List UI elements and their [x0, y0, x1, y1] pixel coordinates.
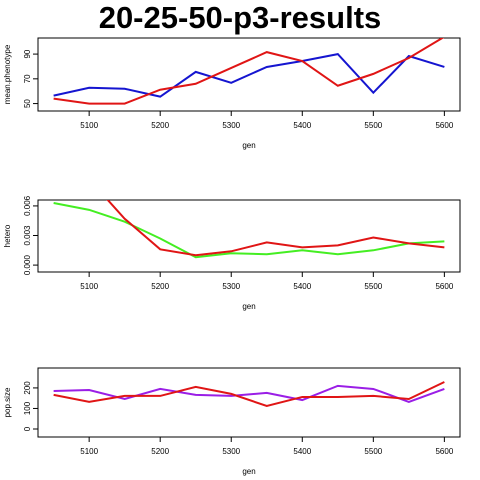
y-axis-label: pop.size — [3, 387, 12, 417]
x-tick-label: 5100 — [80, 447, 98, 456]
y-tick-label: 50 — [23, 99, 32, 108]
series-line — [53, 381, 445, 408]
x-tick-label: 5200 — [151, 121, 169, 130]
y-tick-label: 0.000 — [23, 255, 32, 276]
plot-box — [37, 37, 461, 112]
x-tick-label: 5100 — [80, 121, 98, 130]
plot-box — [37, 367, 461, 438]
x-tick-label: 5300 — [222, 282, 240, 291]
x-tick-label: 5100 — [80, 282, 98, 291]
x-tick-label: 5600 — [435, 447, 453, 456]
panel: 5100 5200 5300 5400 5500 5600 50 70 90 gen mean.ph… — [3, 37, 461, 150]
x-tick-label: 5600 — [435, 121, 453, 130]
y-axis-label: mean.phenotype — [3, 44, 12, 104]
plot-box — [37, 199, 461, 273]
panel: 5100 5200 5300 5400 5500 5600 0.000 0.003 0.006 g… — [3, 195, 461, 311]
series-line — [106, 200, 445, 257]
y-tick-label: 200 — [23, 381, 32, 395]
x-tick-label: 5500 — [364, 447, 382, 456]
y-tick-label: 0.003 — [23, 225, 32, 246]
panel: 5100 5200 5300 5400 5500 5600 0 100 200 gen pop.si… — [3, 367, 461, 476]
x-axis-label: gen — [242, 302, 255, 311]
x-tick-label: 5200 — [151, 282, 169, 291]
x-axis-label: gen — [242, 467, 255, 476]
y-tick-label: 90 — [23, 49, 32, 58]
y-tick-label: 0.006 — [23, 195, 32, 216]
y-tick-label: 0 — [23, 426, 32, 431]
series-line — [53, 201, 445, 259]
y-tick-label: 70 — [23, 74, 32, 83]
x-tick-label: 5300 — [222, 447, 240, 456]
figure-title: 20-25-50-p3-results — [99, 0, 382, 35]
x-tick-label: 5400 — [293, 447, 311, 456]
x-tick-label: 5400 — [293, 282, 311, 291]
x-tick-label: 5300 — [222, 121, 240, 130]
x-tick-label: 5400 — [293, 121, 311, 130]
y-tick-label: 100 — [23, 401, 32, 415]
x-tick-label: 5200 — [151, 447, 169, 456]
series-line — [53, 52, 445, 98]
x-axis-label: gen — [242, 141, 255, 150]
series-line — [53, 38, 445, 105]
x-tick-label: 5500 — [364, 282, 382, 291]
y-axis-label: hetero — [3, 224, 12, 247]
x-tick-label: 5600 — [435, 282, 453, 291]
x-tick-label: 5500 — [364, 121, 382, 130]
